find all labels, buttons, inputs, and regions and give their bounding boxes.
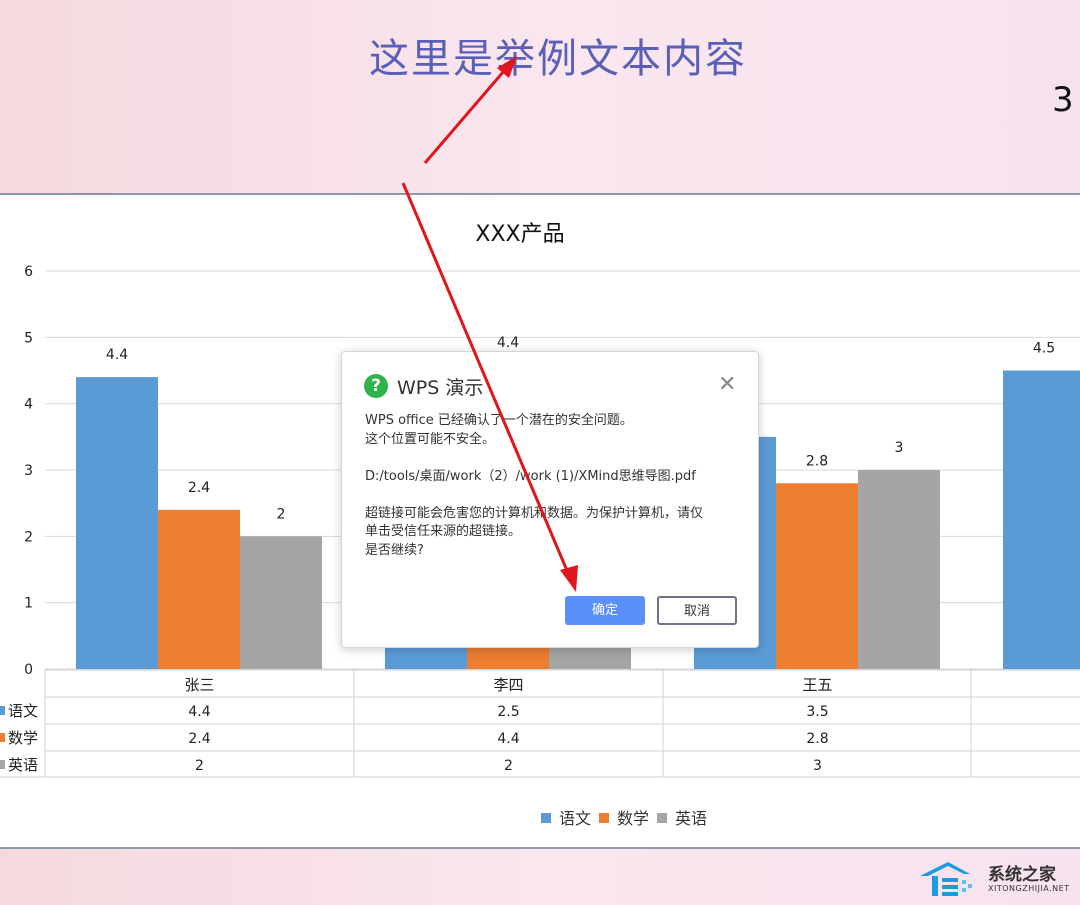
data-label: 2.8 [806, 453, 828, 469]
data-label: 3 [895, 440, 904, 456]
y-tick-label: 4 [24, 397, 33, 413]
y-tick-label: 3 [24, 463, 33, 479]
dialog-message: WPS office 已经确认了一个潜在的安全问题。 这个位置可能不安全。 D:… [365, 412, 745, 560]
y-tick-label: 6 [24, 264, 33, 280]
message-line: 单击受信任来源的超链接。 [365, 524, 522, 539]
slide-title: 这里是举例文本内容 [369, 36, 747, 82]
table-series-label: 语文 [8, 702, 38, 720]
slide-header-band [0, 0, 1080, 195]
table-cell: 2.8 [806, 731, 828, 747]
table-cell: 3 [813, 758, 822, 774]
y-tick-label: 5 [24, 330, 33, 346]
table-series-label: 英语 [8, 756, 38, 774]
data-label: 4.4 [106, 347, 128, 363]
table-cell: 2 [195, 758, 204, 774]
cancel-button[interactable]: 取消 [657, 596, 737, 625]
slide-footer-band [0, 847, 1080, 905]
bar-数学 [158, 509, 240, 669]
message-line [365, 486, 745, 505]
close-icon[interactable]: ✕ [718, 372, 737, 397]
confirm-button[interactable]: 确定 [565, 596, 645, 625]
legend-label: 英语 [675, 809, 707, 828]
data-label: 2.4 [188, 480, 210, 496]
message-path: D:/tools/桌面/work（2）/work (1)/XMind思维导图.p… [365, 468, 696, 484]
question-icon: ? [364, 374, 388, 398]
bar-数学 [776, 483, 858, 669]
y-tick-label: 0 [24, 662, 33, 678]
bar-英语 [240, 536, 322, 669]
category-label: 王五 [802, 676, 832, 694]
legend-key [0, 760, 5, 769]
message-line: 是否继续? [365, 542, 424, 558]
table-cell: 4.4 [497, 731, 519, 747]
legend-key [0, 733, 5, 742]
watermark-text: 系统之家 [988, 865, 1056, 885]
message-line: 超链接可能会危害您的计算机和数据。为保护计算机，请仅 [365, 505, 704, 521]
table-cell: 2.4 [188, 731, 210, 747]
table-cell: 2.5 [497, 704, 519, 720]
legend-swatch [599, 813, 609, 823]
bar-语文 [1003, 370, 1080, 669]
watermark-logo: 系统之家 XITONGZHIJIA.NET [918, 858, 1078, 898]
dialog-title: WPS 演示 [397, 377, 484, 399]
legend-label: 数学 [617, 809, 649, 828]
message-line [365, 449, 745, 468]
message-line: WPS office 已经确认了一个潜在的安全问题。 [365, 413, 633, 428]
legend-key [0, 706, 5, 715]
data-label: 2 [277, 506, 286, 522]
legend-swatch [657, 813, 667, 823]
y-tick-label: 2 [24, 529, 33, 545]
chart-title: XXX产品 [475, 222, 564, 247]
legend-label: 语文 [559, 809, 591, 828]
table-series-label: 数学 [8, 729, 38, 747]
page-number: 3 [1052, 80, 1074, 120]
bar-语文 [76, 377, 158, 669]
table-cell: 4.4 [188, 704, 210, 720]
table-cell: 3.5 [806, 704, 828, 720]
category-label: 张三 [184, 676, 214, 694]
security-warning-dialog: ? WPS 演示 ✕ WPS office 已经确认了一个潜在的安全问题。 这个… [341, 351, 759, 648]
legend-swatch [541, 813, 551, 823]
watermark-url: XITONGZHIJIA.NET [988, 884, 1070, 893]
data-label: 4.4 [497, 335, 519, 351]
data-label: 4.5 [1033, 341, 1055, 357]
y-tick-label: 1 [24, 596, 33, 612]
category-label: 李四 [493, 676, 523, 694]
house-logo-icon [920, 862, 972, 896]
bar-英语 [858, 470, 940, 669]
table-cell: 2 [504, 758, 513, 774]
message-line: 这个位置可能不安全。 [365, 431, 496, 447]
